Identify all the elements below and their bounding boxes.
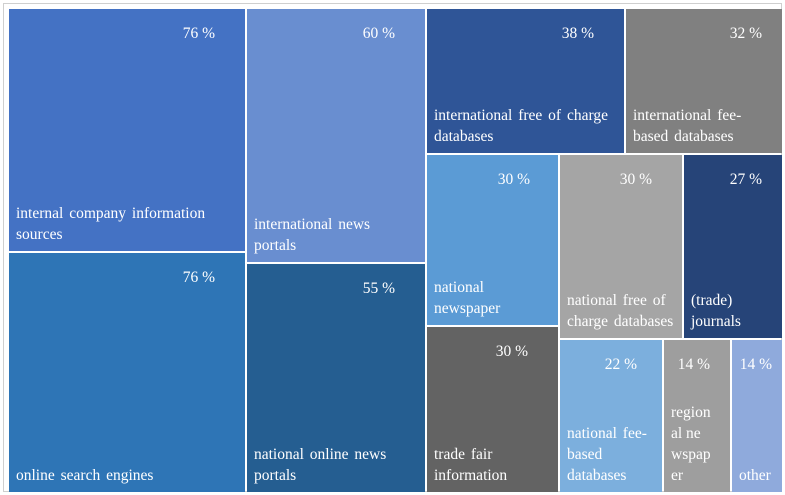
treemap-tile: 32 % international fee-based databases — [626, 9, 782, 153]
treemap-tile: 30 % national newspaper — [427, 155, 558, 325]
tile-category-label: international news portals — [254, 216, 371, 254]
tile-category-label: international free of charge databases — [434, 107, 608, 145]
tile-value-label: 27 % — [729, 171, 762, 188]
tile-value-label: 14 % — [677, 356, 710, 373]
tile-category-label: national fee-based databases — [567, 425, 647, 484]
treemap-tile: 38 % international free of charge databas… — [427, 9, 624, 153]
treemap-tile: 55 % national online news portals — [247, 264, 425, 492]
tile-value-label: 30 % — [619, 171, 652, 188]
tile-value-label: 55 % — [362, 280, 395, 297]
treemap-tile: 60 % international news portals — [247, 9, 425, 262]
tile-value-label: 60 % — [362, 25, 395, 42]
treemap-tile: 14 % regional newspaper — [664, 340, 730, 492]
treemap-tile: 27 % (trade) journals — [684, 155, 782, 338]
treemap-tile: 30 % trade fair information — [427, 327, 558, 492]
tile-category-label: online search engines — [16, 467, 154, 484]
tile-category-label: regional newspaper — [671, 404, 711, 484]
tile-value-label: 76 % — [182, 25, 215, 42]
tile-value-label: 76 % — [182, 269, 215, 286]
tile-value-label: 30 % — [497, 171, 530, 188]
tile-value-label: 32 % — [729, 25, 762, 42]
tile-category-label: national newspaper — [434, 279, 501, 317]
tile-category-label: other — [739, 467, 771, 484]
treemap-tile: 22 % national fee-based databases — [560, 340, 662, 492]
tile-category-label: internal company information sources — [16, 205, 206, 243]
tile-category-label: trade fair information — [434, 446, 508, 484]
treemap-tile: 76 % internal company information sources — [9, 9, 245, 251]
tile-category-label: national free of charge databases — [567, 292, 674, 330]
treemap-tile: 76 % online search engines — [9, 253, 245, 492]
tile-value-label: 14 % — [739, 356, 772, 373]
tile-value-label: 30 % — [495, 343, 528, 360]
tile-category-label: (trade) journals — [691, 292, 741, 330]
treemap-tile: 14 % other — [732, 340, 782, 492]
tile-category-label: international fee-based databases — [633, 107, 742, 145]
treemap-tile: 30 % national free of charge databases — [560, 155, 682, 338]
tile-value-label: 22 % — [604, 356, 637, 373]
tile-value-label: 38 % — [561, 25, 594, 42]
tile-category-label: national online news portals — [254, 446, 387, 484]
